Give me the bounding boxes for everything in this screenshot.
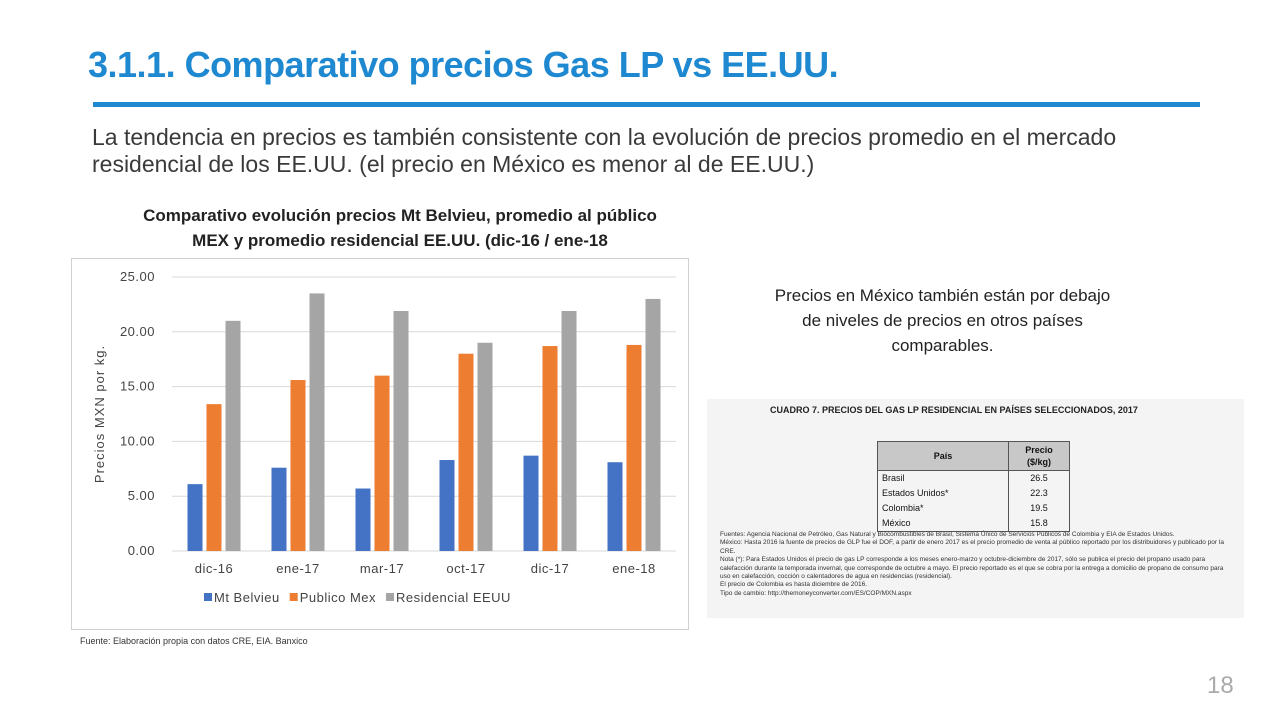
chart-title-line-2: MEX y promedio residencial EE.UU. (dic-1… [192, 231, 608, 250]
country-cell: Colombia* [877, 501, 1009, 516]
legend-label: Residencial EEUU [396, 590, 511, 605]
country-cell: México [877, 516, 1009, 532]
chart-title-line-1: Comparativo evolución precios Mt Belvieu… [143, 206, 657, 225]
country-cell: Brasil [877, 470, 1009, 486]
legend-label: Publico Mex [300, 590, 376, 605]
bar [187, 484, 203, 551]
table-notes: Fuentes: Agencia Nacional de Petróleo, G… [720, 531, 1235, 598]
column-header-price-line1: Precio [1025, 445, 1053, 455]
y-tick-label: 15.00 [120, 379, 155, 394]
bar-chart-frame: 0.00 5.00 10.00 15.00 20.00 25.00 Precios MXN … [71, 258, 689, 630]
bar [645, 298, 661, 551]
y-tick-label: 20.00 [120, 324, 155, 339]
y-tick-label: 5.00 [128, 488, 155, 503]
bar [542, 346, 558, 551]
x-tick-label: oct-17 [446, 561, 485, 576]
bar [439, 460, 455, 551]
bar [477, 342, 493, 551]
price-cell: 22.3 [1008, 486, 1070, 501]
bar [393, 310, 409, 551]
legend-label: Mt Belvieu [214, 590, 280, 605]
chart-source: Fuente: Elaboración propia con datos CRE… [80, 636, 308, 646]
bar [523, 455, 539, 551]
bar [626, 344, 642, 551]
legend-swatch [289, 593, 298, 601]
title-underline [93, 102, 1200, 107]
bar [607, 462, 623, 551]
price-cell: 15.8 [1008, 516, 1070, 532]
table-row: México 15.8 [877, 516, 1070, 532]
price-table: País Precio ($/kg) Brasil 26.5 Estados U… [877, 441, 1070, 532]
side-note: Precios en México también están por deba… [774, 286, 1111, 355]
chart-title: Comparativo evolución precios Mt Belvieu… [60, 203, 740, 253]
bar [206, 404, 222, 551]
page-number: 18 [1207, 672, 1234, 699]
table-row: Brasil 26.5 [877, 470, 1070, 486]
bar [290, 380, 306, 551]
legend-swatch [204, 593, 212, 601]
bar [355, 488, 371, 551]
y-axis-title: Precios MXN por kg. [92, 345, 107, 483]
table-note: El precio de Colombia es hasta diciembre… [720, 581, 868, 589]
y-tick-label: 10.00 [120, 433, 155, 448]
y-tick-label: 25.00 [120, 269, 155, 284]
legend-swatch [386, 593, 395, 601]
x-tick-label: ene-18 [612, 561, 655, 576]
bar [225, 320, 241, 551]
x-tick-label: dic-17 [531, 561, 569, 576]
price-table-title: CUADRO 7. PRECIOS DEL GAS LP RESIDENCIAL… [770, 405, 1138, 415]
bar-chart: 0.00 5.00 10.00 15.00 20.00 25.00 Precios MXN … [92, 269, 676, 605]
column-header-country: País [877, 441, 1009, 471]
price-table-panel: CUADRO 7. PRECIOS DEL GAS LP RESIDENCIAL… [707, 399, 1244, 618]
column-header-price-unit: ($/kg) [1026, 457, 1051, 467]
bar [271, 467, 287, 551]
price-cell: 26.5 [1008, 470, 1070, 486]
table-note: Fuentes: Agencia Nacional de Petróleo, G… [720, 531, 1175, 538]
x-tick-label: dic-16 [195, 561, 233, 576]
table-note: Tipo de cambio: http://themoneyconverter… [720, 589, 912, 597]
intro-text: La tendencia en precios es también consi… [92, 124, 1117, 177]
price-cell: 19.5 [1008, 501, 1070, 516]
table-note: México: Hasta 2016 la fuente de precios … [720, 539, 1224, 555]
table-note: Nota (*): Para Estados Unidos el precio … [720, 556, 1224, 581]
y-tick-label: 0.00 [128, 543, 155, 558]
x-tick-label: ene-17 [276, 561, 319, 576]
bar [561, 310, 577, 551]
bar [458, 353, 474, 551]
column-header-price: Precio ($/kg) [1008, 441, 1070, 471]
bar [309, 293, 325, 551]
bar [374, 375, 390, 551]
country-cell: Estados Unidos* [877, 486, 1009, 501]
table-row: Estados Unidos* 22.3 [877, 486, 1070, 501]
x-tick-label: mar-17 [360, 561, 404, 576]
table-row: Colombia* 19.5 [877, 501, 1070, 516]
slide-title: 3.1.1. Comparativo precios Gas LP vs EE.… [88, 44, 839, 85]
